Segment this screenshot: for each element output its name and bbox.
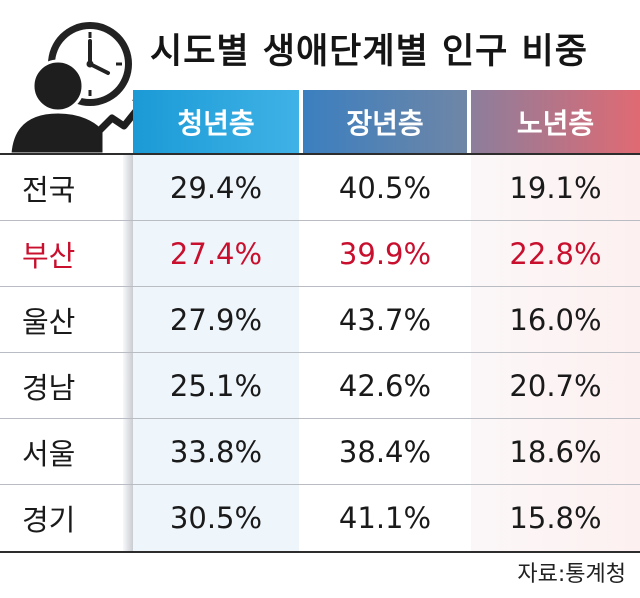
youth-value: 25.1% [169, 368, 263, 403]
column-header-senior: 노년층 [471, 90, 640, 154]
row-divider [0, 352, 640, 353]
table-bottom-rule [0, 551, 640, 553]
senior-value: 16.0% [509, 302, 602, 337]
table-top-rule [0, 153, 640, 155]
region-label: 서울 [22, 436, 76, 471]
middle-value: 38.4% [338, 434, 432, 469]
row-divider [0, 220, 640, 221]
row-divider [0, 418, 640, 419]
senior-value: 15.8% [509, 500, 602, 535]
youth-value: 29.4% [169, 170, 263, 205]
row-divider [0, 484, 640, 485]
column-divider-shadow [123, 154, 133, 552]
table-row: 울산 27.9% 43.7% 16.0% [0, 287, 640, 352]
youth-value: 27.9% [169, 302, 263, 337]
senior-value: 20.7% [509, 368, 602, 403]
youth-value: 27.4% [169, 236, 263, 271]
region-label: 울산 [22, 304, 76, 339]
clock-person-illustration [8, 22, 152, 154]
region-label: 경기 [22, 502, 76, 537]
page-title: 시도별 생애단계별 인구 비중 [150, 31, 588, 72]
middle-value: 42.6% [338, 368, 432, 403]
column-header-middle: 장년층 [303, 90, 467, 154]
source-note: 자료:통계청 [517, 562, 626, 587]
region-label: 부산 [22, 238, 76, 273]
senior-value: 19.1% [509, 170, 602, 205]
region-label: 전국 [22, 172, 76, 207]
middle-value: 43.7% [338, 302, 432, 337]
middle-value: 39.9% [338, 236, 432, 271]
senior-value: 18.6% [509, 434, 602, 469]
column-header-youth: 청년층 [133, 90, 299, 154]
table-row-highlight: 부산 27.4% 39.9% 22.8% [0, 221, 640, 286]
middle-value: 40.5% [338, 170, 432, 205]
table-row: 전국 29.4% 40.5% 19.1% [0, 155, 640, 220]
youth-value: 30.5% [169, 500, 263, 535]
senior-value: 22.8% [509, 236, 602, 271]
table-row: 경남 25.1% 42.6% 20.7% [0, 353, 640, 418]
table-row: 서울 33.8% 38.4% 18.6% [0, 419, 640, 484]
row-divider [0, 286, 640, 287]
youth-value: 33.8% [169, 434, 263, 469]
middle-value: 41.1% [338, 500, 432, 535]
table-row: 경기 30.5% 41.1% 15.8% [0, 485, 640, 550]
region-label: 경남 [22, 370, 76, 405]
